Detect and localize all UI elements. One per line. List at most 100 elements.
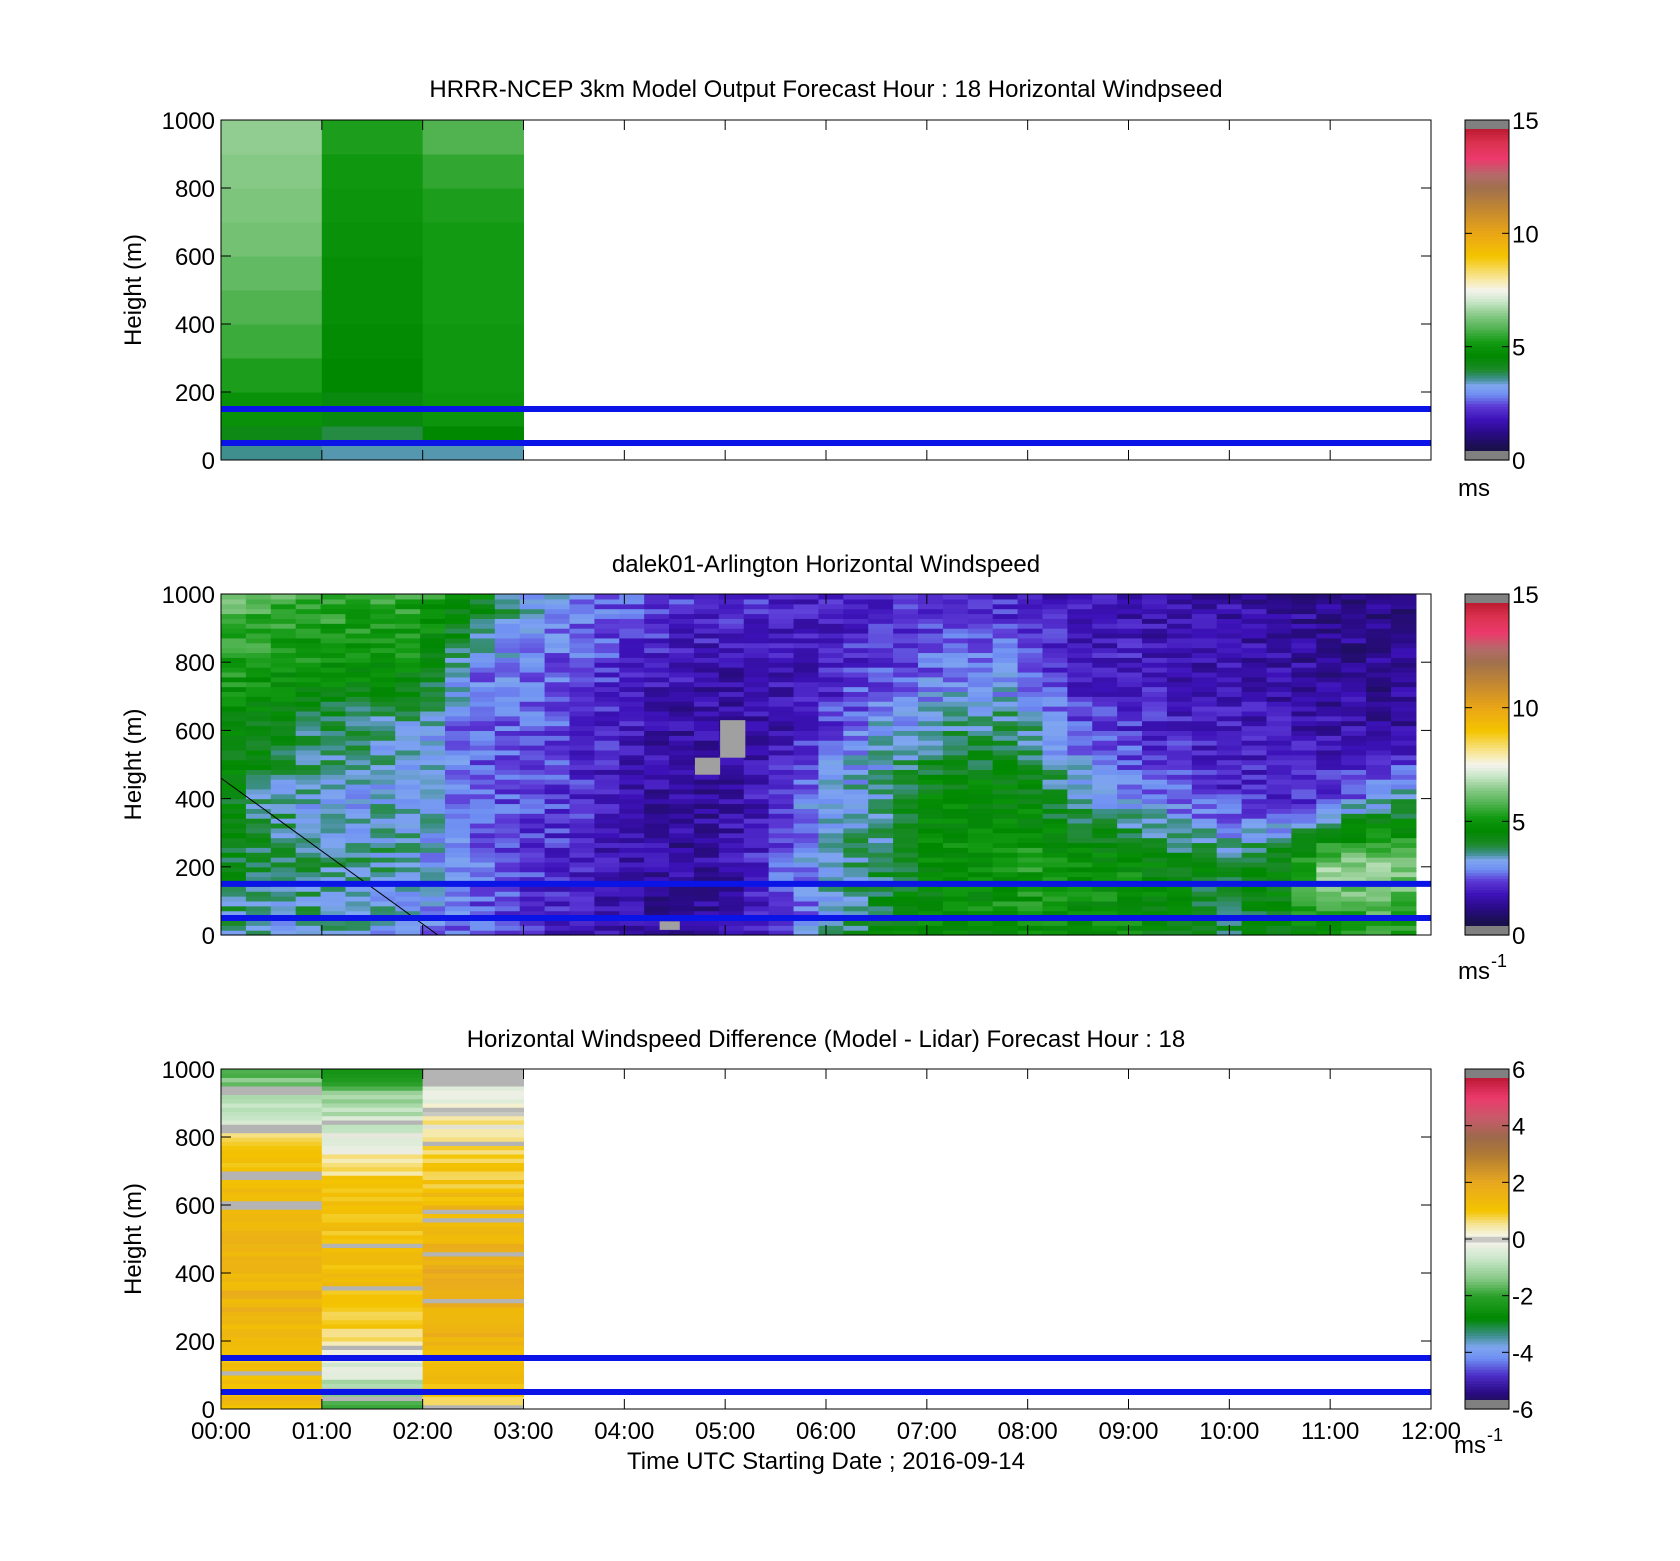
heatmap-cell: [918, 808, 944, 814]
heatmap-cell: [544, 759, 571, 766]
colorbar-swatch: [1465, 355, 1509, 359]
heatmap-cell: [868, 662, 894, 668]
colorbar-swatch: [1465, 148, 1509, 152]
heatmap-cell: [669, 657, 695, 663]
heatmap-cell: [1366, 793, 1392, 800]
heatmap-cell: [1191, 706, 1218, 712]
heatmap-cell: [445, 632, 471, 639]
colorbar-swatch: [1465, 258, 1509, 263]
heatmap-cell: [320, 745, 347, 751]
heatmap-cell: [1092, 779, 1118, 785]
heatmap-cell: [893, 905, 919, 912]
heatmap-cell: [818, 774, 844, 780]
heatmap-cell: [1191, 667, 1218, 673]
heatmap-cell: [793, 594, 820, 600]
heatmap-cell: [1291, 793, 1317, 800]
heatmap-cell: [1266, 706, 1293, 712]
heatmap-cell: [1291, 730, 1317, 736]
heatmap-cell: [395, 647, 421, 654]
heatmap-cell: [893, 818, 919, 824]
heatmap-cell: [1191, 822, 1218, 829]
heatmap-cell: [420, 594, 446, 600]
heatmap-cell: [370, 749, 396, 756]
heatmap-cell: [569, 808, 595, 814]
heatmap-cell: [1117, 735, 1143, 741]
heatmap-cell: [1166, 891, 1193, 897]
heatmap-cell: [768, 896, 795, 902]
heatmap-cell: [1366, 788, 1392, 795]
heatmap-cell: [1390, 628, 1417, 634]
heatmap-cell: [569, 886, 595, 892]
heatmap-cell: [270, 769, 297, 775]
heatmap-cell: [519, 842, 546, 848]
heatmap-cell: [1216, 623, 1243, 629]
heatmap-cell: [221, 876, 247, 883]
heatmap-cell: [718, 681, 745, 688]
heatmap-cell: [420, 686, 446, 693]
heatmap-cell: [967, 842, 994, 848]
heatmap-cell: [370, 886, 396, 892]
heatmap-cell: [893, 842, 919, 848]
y-axis-label: Height (m): [120, 1183, 147, 1295]
heatmap-cell: [321, 1222, 424, 1227]
heatmap-cell: [320, 740, 347, 746]
heatmap-cell: [1067, 603, 1093, 610]
heatmap-cell: [221, 720, 247, 727]
heatmap-cell: [693, 613, 720, 619]
heatmap-cell: [494, 618, 521, 624]
heatmap-cell: [942, 691, 969, 697]
heatmap-cell: [942, 749, 969, 756]
heatmap-cell: [967, 652, 994, 658]
heatmap-cell: [843, 701, 869, 707]
heatmap-cell: [1191, 793, 1218, 800]
heatmap-cell: [245, 691, 272, 697]
heatmap-cell: [594, 686, 620, 693]
colorbar-swatch: [1465, 684, 1509, 689]
heatmap-cell: [1017, 749, 1044, 756]
heatmap-cell: [644, 852, 670, 858]
heatmap-cell: [818, 818, 844, 824]
heatmap-cell: [395, 671, 421, 678]
heatmap-cell: [395, 822, 421, 829]
heatmap-cell: [942, 866, 969, 873]
colorbar-swatch: [1465, 1199, 1509, 1203]
heatmap-cell: [295, 852, 322, 858]
heatmap-cell: [768, 798, 795, 805]
heatmap-cell: [519, 710, 546, 717]
heatmap-cell: [395, 876, 421, 883]
heatmap-cell: [445, 769, 471, 775]
heatmap-cell: [295, 842, 322, 848]
heatmap-cell: [1067, 652, 1093, 658]
colorbar-swatch: [1465, 338, 1509, 342]
heatmap-cell: [768, 749, 795, 756]
heatmap-cell: [743, 608, 770, 615]
heatmap-cell: [1117, 710, 1143, 717]
heatmap-cell: [1366, 822, 1392, 829]
heatmap-cell: [1067, 715, 1093, 722]
colorbar-swatch: [1465, 633, 1509, 638]
heatmap-cell: [270, 735, 297, 741]
heatmap-cell: [1166, 900, 1193, 907]
heatmap-cell: [519, 861, 546, 868]
heatmap-cell: [221, 1111, 323, 1117]
heatmap-cell: [1067, 613, 1093, 619]
heatmap-cell: [1316, 618, 1342, 624]
heatmap-cell: [1067, 730, 1093, 736]
heatmap-cell: [1366, 832, 1392, 839]
heatmap-cell: [1142, 745, 1168, 751]
heatmap-cell: [221, 1298, 323, 1304]
heatmap-cell: [918, 822, 944, 829]
heatmap-cell: [893, 783, 919, 790]
heatmap-cell: [743, 594, 770, 600]
heatmap-cell: [1241, 896, 1268, 902]
heatmap-cell: [1341, 740, 1367, 746]
heatmap-cell: [1390, 930, 1417, 936]
heatmap-cell: [1266, 637, 1293, 644]
heatmap-cell: [669, 642, 695, 649]
heatmap-cell: [420, 608, 446, 615]
heatmap-cell: [693, 925, 720, 931]
heatmap-cell: [594, 740, 620, 746]
heatmap-cell: [270, 730, 297, 736]
heatmap-cell: [1067, 740, 1093, 746]
heatmap-cell: [1316, 779, 1342, 785]
